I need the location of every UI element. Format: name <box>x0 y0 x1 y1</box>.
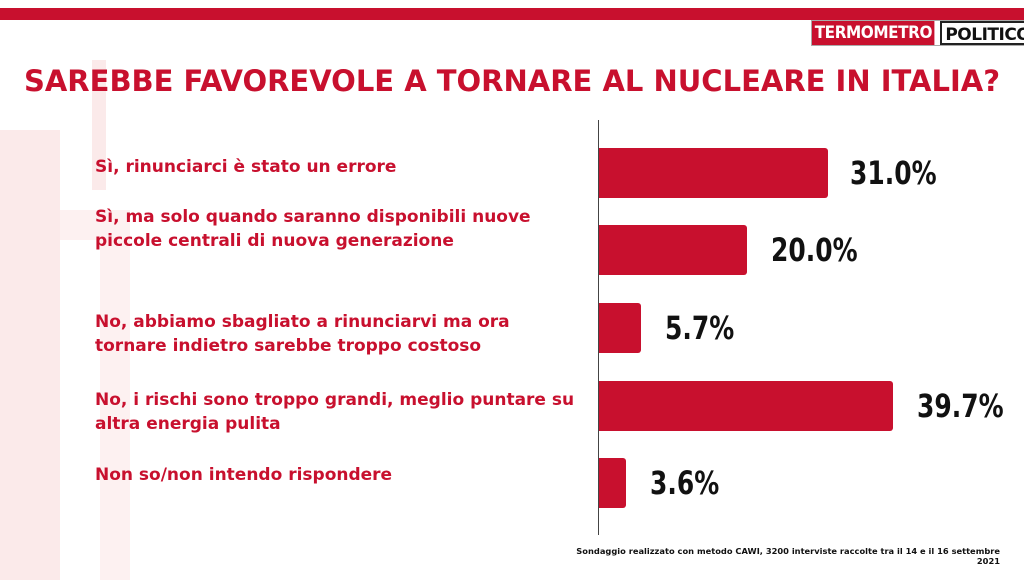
data-label: 39.7% <box>916 387 1004 425</box>
data-label: 20.0% <box>771 231 858 269</box>
category-label: Non so/non intendo rispondere <box>95 465 393 485</box>
survey-footnote: Sondaggio realizzato con metodo CAWI, 32… <box>576 546 1000 566</box>
bar <box>599 148 829 198</box>
logo-part-2: POLITICO <box>940 21 1024 45</box>
background-watermark <box>0 60 130 580</box>
chart-title: SAREBBE FAVOREVOLE A TORNARE AL NUCLEARE… <box>23 64 1001 98</box>
data-label: 31.0% <box>850 154 937 192</box>
logo-part-1: TERMOMETRO <box>812 21 935 45</box>
category-label: No, abbiamo sbagliato a rinunciarvi ma o… <box>95 312 510 356</box>
data-label: 5.7% <box>665 309 735 347</box>
top-accent-bar <box>0 8 1024 20</box>
data-label: 3.6% <box>649 464 719 502</box>
bar <box>599 225 747 275</box>
y-axis-line <box>598 120 599 535</box>
bar <box>599 381 893 431</box>
category-label: No, i rischi sono troppo grandi, meglio … <box>95 390 575 434</box>
category-label: Sì, ma solo quando saranno disponibili n… <box>95 207 531 251</box>
bar <box>599 303 642 353</box>
category-label: Sì, rinunciarci è stato un errore <box>95 157 397 177</box>
termometro-politico-logo: TERMOMETRO POLITICO <box>812 21 1024 45</box>
bar <box>599 458 626 508</box>
